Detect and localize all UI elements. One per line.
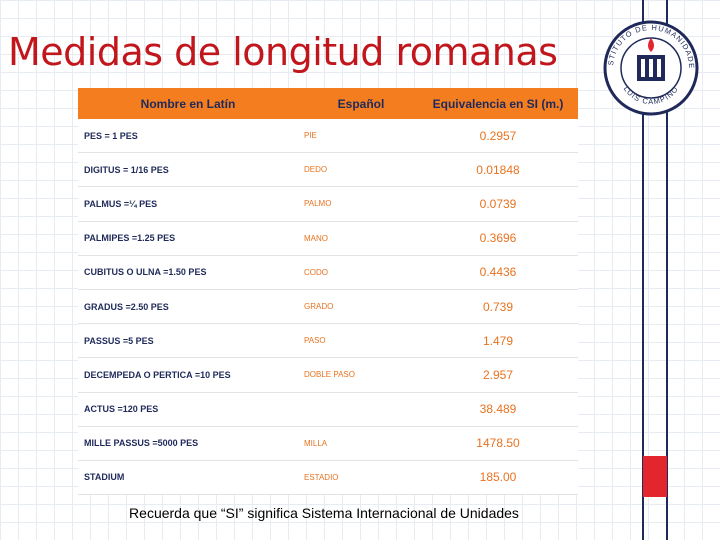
table-cell: MILLE PASSUS =5000 PES <box>84 438 199 449</box>
logo-flame <box>648 38 654 52</box>
column-header: Español <box>337 96 385 111</box>
table-cell: CUBITUS O ULNA =1.50 PES <box>84 267 207 278</box>
table-cell: 0.01848 <box>476 162 520 177</box>
table-cell: 0.2957 <box>479 128 517 143</box>
table-cell: PALMO <box>304 199 332 209</box>
table-cell: DIGITUS = 1/16 PES <box>84 164 169 175</box>
column-header: Equivalencia en SI (m.) <box>432 96 564 111</box>
table-cell: 2.957 <box>482 367 514 382</box>
table-row: STADIUM ESTADIO 185.00 <box>78 461 578 496</box>
table-cell: DEDO <box>304 165 328 175</box>
table-cell: 38.489 <box>479 402 517 417</box>
table-cell: PES = 1 PES <box>84 130 138 141</box>
table: Nombre en Latín Español Equivalencia en SI… <box>78 88 578 496</box>
table-cell: CODO <box>304 267 328 277</box>
table-row: DIGITUS = 1/16 PES DEDO 0.01848 <box>78 153 578 188</box>
logo-column <box>657 59 661 77</box>
table-row: PALMIPES =1.25 PES MANO 0.3696 <box>78 222 578 256</box>
table-row: PALMUS =¼ PES PALMO 0.0739 <box>78 187 578 222</box>
red-block <box>643 456 667 497</box>
table-cell: PIE <box>304 131 317 141</box>
table-cell: MILLA <box>304 438 328 448</box>
table-cell: GRADO <box>304 302 334 312</box>
logo-column <box>649 59 653 77</box>
table-cell: ESTADIO <box>304 472 339 482</box>
table-cell: GRADUS =2.50 PES <box>84 301 169 312</box>
table-row: DECEMPEDA O PERTICA =10 PES DOBLE PASO 2.9… <box>78 358 578 393</box>
table-cell: 185.00 <box>479 470 517 485</box>
table-row: CUBITUS O ULNA =1.50 PES CODO 0.4436 <box>78 256 578 290</box>
table-row: PASSUS =5 PES PASO 1.479 <box>78 324 578 359</box>
table-cell: PASO <box>304 336 326 346</box>
table-cell: 0.3696 <box>479 231 517 246</box>
table-cell: MANO <box>304 233 328 243</box>
table-row: MILLE PASSUS =5000 PES MILLA 1478.50 <box>78 427 578 461</box>
table-cell: ACTUS =120 PES <box>84 404 159 415</box>
table-row: ACTUS =120 PES 38.489 <box>78 393 578 427</box>
table-cell: DECEMPEDA O PERTICA =10 PES <box>84 369 231 380</box>
table-row: PES = 1 PES PIE 0.2957 <box>78 119 578 154</box>
title: Medidas de longitud romanas <box>8 30 558 74</box>
column-header: Nombre en Latín <box>140 96 236 111</box>
logo-column <box>641 59 645 77</box>
table-header: Nombre en Latín Español Equivalencia en SI… <box>78 88 578 119</box>
table-cell: DOBLE PASO <box>304 370 355 380</box>
table-cell: 0.0739 <box>479 196 517 211</box>
table-cell: PASSUS =5 PES <box>84 335 154 346</box>
table-cell: 1.479 <box>482 333 514 348</box>
table-cell: STADIUM <box>84 472 125 483</box>
footer-note: Recuerda que “SI” significa Sistema Inte… <box>129 505 519 521</box>
table-cell: PALMIPES =1.25 PES <box>84 233 176 244</box>
table-cell: PALMUS =¼ PES <box>84 198 158 209</box>
table-row: GRADUS =2.50 PES GRADO 0.739 <box>78 290 578 325</box>
table-cell: 1478.50 <box>476 436 520 451</box>
table-cell: 0.739 <box>482 299 514 314</box>
table-cell: 0.4436 <box>479 265 517 280</box>
